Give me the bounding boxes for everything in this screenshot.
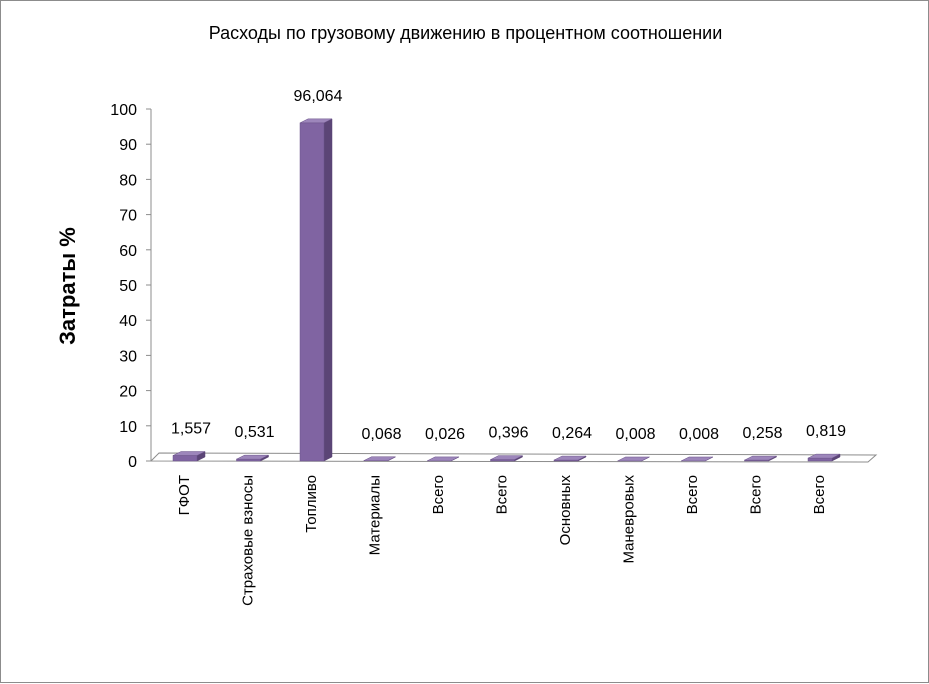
bar-top [553,455,587,461]
bar [236,458,261,462]
data-label: 0,264 [552,425,592,442]
bar [172,455,198,462]
data-label: 0,531 [234,424,274,441]
bar-side [323,118,333,462]
data-label: 0,008 [615,426,655,443]
data-label: 0,396 [488,425,528,442]
x-tick-label: Всего [494,475,511,514]
bar-top [680,456,714,462]
y-tick-label: 60 [119,243,137,260]
y-tick-label: 30 [119,348,137,365]
data-label: 0,068 [361,426,401,443]
x-tick-label: Всего [430,475,447,514]
x-tick-label: Основных [557,475,574,546]
y-tick-label: 0 [128,454,137,471]
bar-top [617,456,650,462]
x-tick-label: Всего [748,475,765,514]
x-tick-label: ГФОТ [176,475,193,515]
y-tick-label: 50 [119,278,137,295]
data-label: 0,258 [742,425,782,442]
bar-top [744,455,777,461]
y-tick-label: 100 [110,102,137,119]
bar-top [426,456,460,462]
x-tick-label: Материалы [367,475,384,555]
bar-top [490,455,523,460]
bar-top [172,451,206,456]
chart-title: Расходы по грузовому движению в процентн… [208,23,723,43]
chart-floor [149,452,878,463]
data-label: 1,557 [171,421,211,438]
y-tick-label: 80 [119,172,137,189]
bar-top [363,456,396,462]
bar-top [807,453,841,459]
y-tick-label: 40 [119,313,137,330]
x-tick-label: Топливо [303,475,320,533]
y-tick-label: 20 [119,384,137,401]
bar [299,122,325,462]
x-tick-label: Маневровых [621,475,638,564]
bar [807,457,833,462]
y-tick-label: 70 [119,208,137,225]
data-label: 0,008 [679,426,719,443]
data-label: 0,819 [806,423,846,440]
x-tick-label: Всего [684,475,701,514]
data-label: 0,026 [425,426,465,443]
y-tick-label: 10 [119,419,137,436]
x-tick-label: Всего [811,475,828,514]
bar-top [236,454,269,460]
data-label: 96,064 [294,88,343,105]
x-tick-label: Страховые взносы [240,475,257,606]
bar-top [299,118,333,124]
y-tick-label: 90 [119,137,137,154]
